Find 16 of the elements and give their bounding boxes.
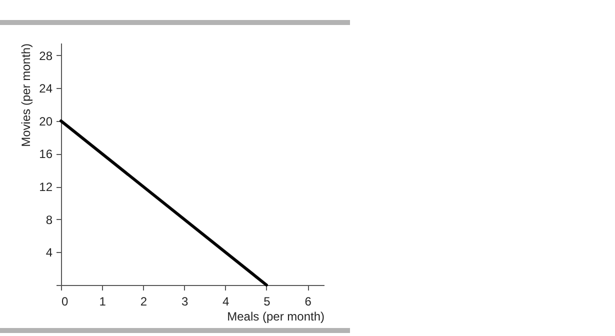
x-tick-label: 1 [99, 294, 106, 308]
y-tick-label: 12 [39, 180, 53, 194]
y-axis-title: Movies (per month) [19, 44, 34, 147]
x-tick-label: 2 [140, 294, 148, 308]
x-tick-label: 4 [222, 294, 230, 308]
x-tick-label: 3 [181, 294, 188, 308]
y-tick-label: 20 [39, 114, 53, 128]
y-tick-label: 16 [39, 147, 53, 162]
x-axis-title: Meals (per month) [227, 310, 324, 324]
y-tick-label: 24 [39, 82, 53, 96]
x-tick-label: 0 [62, 294, 68, 308]
y-tick-label: 8 [46, 212, 53, 227]
x-tick-label: 5 [264, 294, 271, 308]
y-tick-label: 28 [39, 48, 53, 63]
x-tick-label: 6 [304, 294, 312, 308]
y-tick-label: 4 [46, 246, 53, 260]
